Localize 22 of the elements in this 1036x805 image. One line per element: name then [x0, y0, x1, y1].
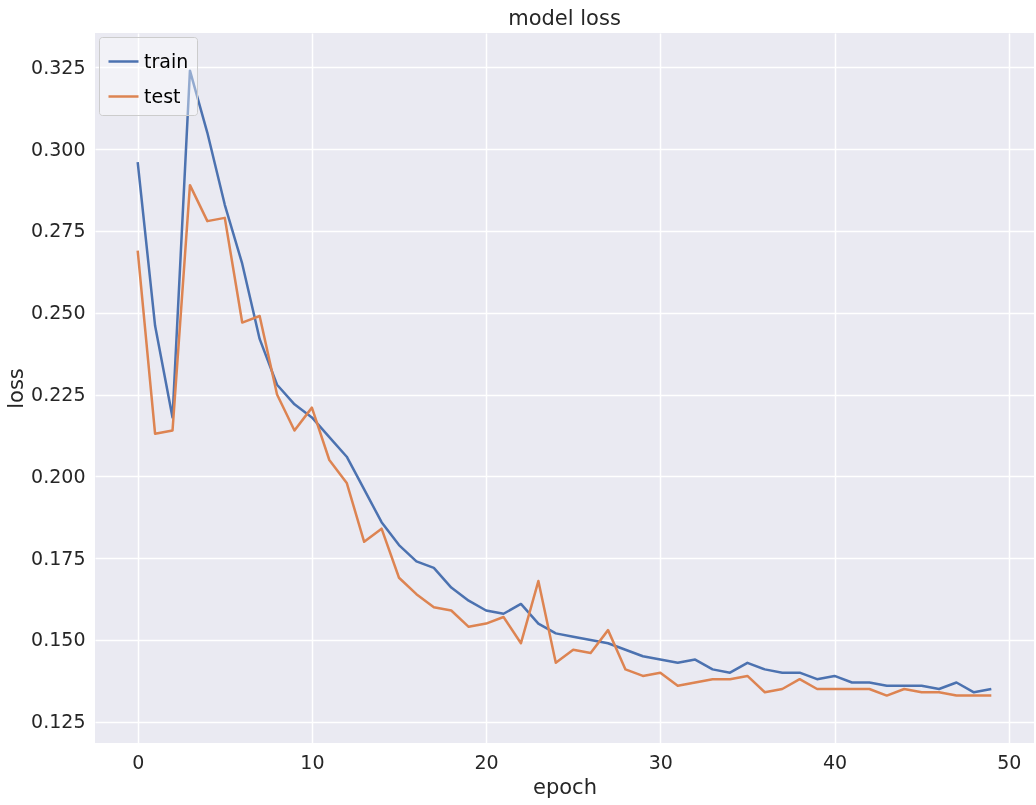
x-axis-title: epoch	[533, 774, 597, 799]
x-tick-label: 40	[822, 750, 848, 773]
y-tick-label: 0.175	[31, 546, 86, 569]
legend-label: train	[144, 49, 189, 72]
x-tick-label: 50	[997, 750, 1022, 773]
x-tick-label: 30	[648, 750, 673, 773]
line-series	[136, 69, 993, 694]
y-tick-label: 0.275	[31, 219, 86, 242]
x-tick-label: 10	[300, 750, 325, 773]
y-tick-label: 0.150	[31, 628, 86, 651]
y-tick-label: 0.300	[31, 137, 86, 160]
x-tick-label: 20	[474, 750, 499, 773]
chart-title: model loss	[508, 6, 621, 30]
x-tick-label: 0	[132, 750, 145, 773]
y-axis-title: loss	[4, 368, 29, 409]
y-tick-label: 0.325	[31, 55, 86, 78]
legend-label: test	[144, 84, 181, 107]
y-tick-label: 0.125	[31, 710, 86, 733]
y-tick-label: 0.250	[31, 301, 86, 324]
y-tick-label: 0.200	[31, 464, 86, 487]
y-tick-label: 0.225	[31, 383, 86, 406]
line-series	[136, 183, 993, 697]
